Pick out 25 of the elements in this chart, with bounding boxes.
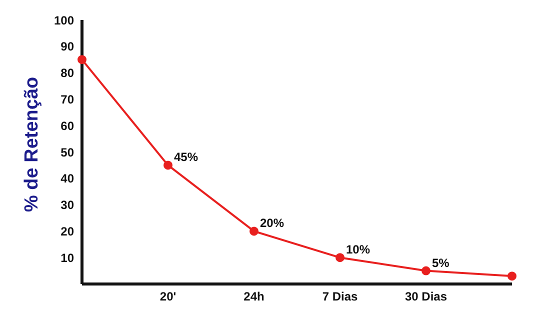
y-tick-label: 50 xyxy=(60,145,74,160)
point xyxy=(336,253,344,262)
point xyxy=(250,226,258,236)
data-label: 20% xyxy=(260,216,284,230)
y-tick-label: 70 xyxy=(60,92,74,106)
data-label: 10% xyxy=(346,242,370,257)
y-tick-label: 10 xyxy=(60,250,74,265)
y-tick-label: 80 xyxy=(60,66,74,80)
x-tick-label: 24h xyxy=(244,290,264,304)
point xyxy=(422,266,430,276)
x-tick-label: 7 Dias xyxy=(322,290,358,304)
x-tick-label: 20' xyxy=(160,290,176,304)
x-tick-label: 30 Dias xyxy=(404,290,448,304)
point xyxy=(164,160,172,170)
data-label: 5% xyxy=(432,256,450,270)
y-tick-label: 60 xyxy=(60,118,74,133)
y-axis-title: % de Retenção xyxy=(22,76,43,212)
point xyxy=(78,55,86,64)
y-tick-label: 90 xyxy=(60,40,74,54)
y-tick-label: 20 xyxy=(60,224,74,238)
y-tick-label: 30 xyxy=(60,198,74,212)
data-label: 45% xyxy=(174,150,198,164)
y-tick-label: 100 xyxy=(54,13,74,28)
y-tick-label: 40 xyxy=(60,172,74,186)
point xyxy=(508,272,516,281)
